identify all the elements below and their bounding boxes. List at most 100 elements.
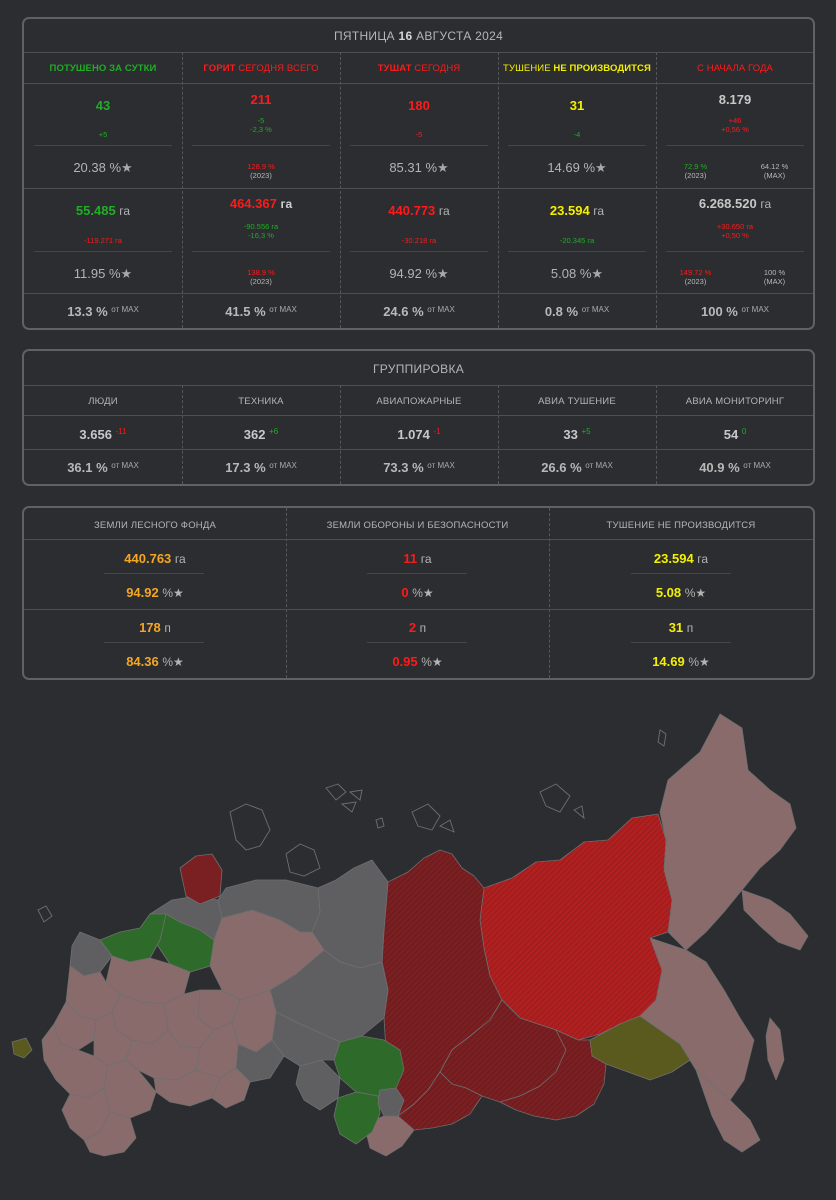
no-action-count-pct-value: 14.69 %: [547, 160, 596, 175]
no-action-area: 23.594 га: [498, 203, 656, 218]
extinguishing-of-max: 24.6 % от MAX: [340, 304, 498, 319]
region-karelia[interactable]: [149, 913, 215, 973]
land-defense-area-pct: 0 %★: [286, 585, 549, 600]
region-primorye[interactable]: [695, 1069, 761, 1153]
header-extinguishing: ТУШАТ СЕГОДНЯ: [340, 63, 498, 74]
no-action-count-delta: -4: [573, 130, 581, 139]
burning-area-value: 464.367: [229, 196, 277, 211]
land-defense-count-unit: п: [419, 621, 427, 635]
star-icon: ★: [431, 655, 443, 669]
star-icon: ★: [437, 266, 449, 281]
group-air-ext-value: 33 +5: [498, 427, 656, 442]
pct-sign: %: [162, 655, 174, 669]
land-forest-area-pct-value: 94.92: [126, 585, 159, 600]
land-defense-count: 2 п: [286, 620, 549, 635]
group-paratroopers-max-value: 73.3 %: [383, 460, 424, 475]
group-people-number: 3.656: [79, 427, 112, 442]
header-no-action-label-a: ТУШЕНИЕ: [503, 63, 551, 74]
land-categories-panel: ЗЕМЛИ ЛЕСНОГО ФОНДА ЗЕМЛИ ОБОРОНЫ И БЕЗО…: [22, 506, 815, 680]
group-label-paratroopers: АВИАПОЖАРНЫЕ: [376, 396, 462, 407]
land-forest-area-unit: га: [174, 552, 186, 566]
land-no-action-area: 23.594 га: [549, 551, 813, 566]
extinguished-area-pct: 11.95 %★: [24, 266, 182, 282]
extinguishing-count-pct: 85.31 %★: [340, 160, 498, 176]
region-omsk[interactable]: [295, 1059, 341, 1111]
star-icon: ★: [699, 655, 710, 669]
group-air-mon-max-value: 40.9 %: [699, 460, 740, 475]
burning-count-year: (2023): [250, 171, 272, 180]
year-count-year-2023: (2023): [684, 171, 707, 180]
header-burning-label-b: СЕГОДНЯ ВСЕГО: [238, 63, 319, 74]
of-max-label: от MAX: [111, 305, 139, 314]
region-kemerovo[interactable]: [377, 1087, 405, 1117]
pct-sign: %: [421, 655, 432, 669]
burning-area-pct: 138.9 %: [247, 268, 275, 277]
of-max-label: от MAX: [269, 461, 297, 470]
year-of-max: 100 % от MAX: [656, 304, 814, 319]
land-forest-area: 440.763 га: [24, 551, 286, 566]
of-max-label: от MAX: [581, 305, 610, 314]
extinguishing-count-delta: -5: [415, 130, 423, 139]
of-max-label: от MAX: [427, 305, 455, 314]
land-forest-count-pct-value: 84.36: [126, 654, 159, 669]
extinguishing-of-max-value: 24.6 %: [383, 304, 424, 319]
of-max-label: от MAX: [741, 305, 770, 314]
region-novosibirsk[interactable]: [333, 1091, 381, 1145]
extinguishing-area: 440.773 га: [340, 203, 498, 218]
russia-regions-map[interactable]: [0, 700, 836, 1180]
burning-of-max-value: 41.5 %: [225, 304, 266, 319]
group-label-air-extinguishing: АВИА ТУШЕНИЕ: [538, 396, 616, 407]
grouping-title: ГРУППИРОВКА: [372, 362, 465, 376]
header-year: С НАЧАЛА ГОДА: [656, 63, 814, 74]
date-title: ПЯТНИЦА 16 АВГУСТА 2024: [24, 29, 813, 43]
group-paratroopers-value: 1.074 -1: [340, 427, 498, 442]
header-no-action-label-b: НЕ ПРОИЗВОДИТСЯ: [553, 63, 651, 74]
land-no-action-count-pct: 14.69 %★: [549, 654, 813, 669]
extinguishing-count-pct-value: 85.31 %: [389, 160, 438, 175]
region-sakhalin[interactable]: [765, 1017, 785, 1081]
header-no-action: ТУШЕНИЕ НЕ ПРОИЗВОДИТСЯ: [498, 63, 656, 74]
land-no-action-area-unit: га: [697, 552, 709, 566]
date-month-year: АВГУСТА 2024: [416, 29, 504, 43]
land-no-action-area-value: 23.594: [653, 551, 694, 566]
extinguished-count-delta: +5: [98, 130, 108, 139]
region-murmansk[interactable]: [179, 853, 223, 905]
land-no-action-count-unit: п: [686, 621, 694, 635]
no-action-area-value: 23.594: [549, 203, 590, 218]
group-equipment-max-value: 17.3 %: [225, 460, 266, 475]
region-caucasus[interactable]: [83, 1111, 137, 1157]
burning-count-pct: 128.9 %: [247, 162, 275, 171]
land-defense-area-value: 11: [403, 551, 418, 566]
extinguished-count-pct: 20.38 %★: [24, 160, 182, 176]
region-orenburg[interactable]: [211, 1067, 251, 1109]
group-paratroopers-delta: -1: [433, 427, 441, 436]
region-kamchatka[interactable]: [741, 889, 809, 951]
no-action-count-pct: 14.69 %★: [498, 160, 656, 176]
header-burning: ГОРИТ СЕГОДНЯ ВСЕГО: [182, 63, 340, 74]
daily-stats-panel: ПЯТНИЦА 16 АВГУСТА 2024 ПОТУШЕНО ЗА СУТК…: [22, 17, 815, 330]
of-max-label: от MAX: [427, 461, 455, 470]
pct-sign: %: [162, 586, 174, 600]
land-forest-count-pct: 84.36 %★: [24, 654, 286, 669]
extinguishing-area-pct-value: 94.92 %: [389, 266, 438, 281]
of-max-label: от MAX: [111, 461, 139, 470]
land-no-action-area-pct-value: 5.08: [655, 585, 682, 600]
group-people-value: 3.656 -11: [24, 427, 182, 442]
region-kaliningrad[interactable]: [11, 1037, 33, 1059]
pct-sign: %: [412, 586, 423, 600]
group-label-air-monitoring: АВИА МОНИТОРИНГ: [685, 396, 785, 407]
burning-count-delta: -5: [257, 116, 265, 125]
land-defense-count-value: 2: [408, 620, 417, 635]
burning-count-delta-pct: -2,3 %: [250, 125, 272, 134]
land-defense-area: 11 га: [286, 551, 549, 566]
group-air-ext-delta: +5: [581, 427, 591, 436]
extinguished-area-value: 55.485: [75, 203, 116, 218]
extinguished-area-unit: га: [119, 204, 131, 218]
year-area-year-max: (MAX): [763, 277, 786, 286]
no-action-of-max: 0.8 % от MAX: [498, 304, 656, 319]
land-forest-area-value: 440.763: [124, 551, 172, 566]
no-action-of-max-value: 0.8 %: [544, 304, 579, 319]
group-people-delta: -11: [115, 427, 127, 436]
land-defense-count-pct-value: 0.95: [392, 654, 418, 669]
burning-area: 464.367 га: [182, 196, 340, 211]
